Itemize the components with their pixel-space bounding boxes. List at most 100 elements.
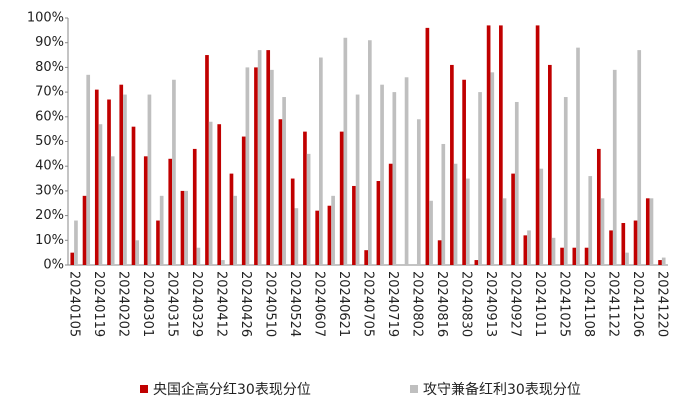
bar [474,260,479,265]
bar [478,92,482,265]
bar [159,195,164,265]
bar [355,94,360,265]
bar [633,220,638,265]
bar [217,124,222,266]
bar [315,210,320,265]
x-tick-label: 20240927 [507,271,522,337]
bar [131,126,136,266]
bar [82,195,87,265]
bar [110,156,115,265]
bar [450,64,454,266]
bar [551,237,556,265]
bar [168,158,173,265]
bar [135,240,140,265]
bar [303,131,307,265]
bar [205,55,209,265]
x-tick-label: 20241025 [556,271,571,337]
bar [257,50,262,265]
bar [123,94,127,265]
x-tick-label: 20240913 [483,271,498,337]
bar [172,79,176,265]
bar [196,247,201,265]
x-tick-label: 20240412 [214,271,229,337]
bar [535,25,540,265]
bar [609,230,613,265]
bar [588,176,593,265]
bar [388,163,393,265]
x-tick-label: 20240705 [361,271,376,337]
x-tick-label: 20240802 [409,271,424,337]
bar [563,97,568,265]
x-tick-label: 20241108 [581,271,596,337]
bar [404,77,409,265]
bar [184,190,188,265]
bar [548,64,552,266]
x-tick-label: 20240607 [312,271,327,337]
y-tick-label: 70% [35,85,64,100]
bar [86,74,91,265]
bar [294,208,299,265]
bar [245,67,250,266]
bar [502,198,507,265]
y-tick-label: 100% [27,11,64,26]
bar [306,153,311,265]
bar [229,173,234,265]
bar [539,168,544,265]
bar [465,178,470,265]
bar [621,223,626,265]
bar [266,50,271,265]
legend-label: 攻守兼备红利30表现分位 [423,381,581,398]
bar [327,205,332,265]
bar [376,181,381,265]
bar [514,101,519,265]
x-tick-label: 20240816 [434,271,449,337]
bar [192,148,197,265]
bar [576,47,580,265]
bar [339,131,344,265]
bar [429,200,433,265]
y-tick-label: 60% [35,109,64,124]
x-tick-label: 20240621 [336,271,351,337]
bar [254,67,258,266]
bar [70,252,75,265]
bar [143,156,148,265]
bar [180,190,185,265]
x-tick-label: 20240426 [238,271,253,337]
legend-swatch [410,385,418,393]
bar [319,57,323,265]
y-tick-label: 30% [35,183,64,198]
bar [560,247,564,265]
bar [380,84,384,265]
bar [637,50,642,265]
bar [331,195,335,265]
bar [208,121,213,266]
x-tick-label: 20240329 [189,271,204,337]
bar [241,136,246,265]
y-tick-label: 50% [35,134,64,149]
x-tick-label: 20240105 [67,271,82,337]
bar [282,97,286,265]
bar [425,27,430,265]
bar [147,94,152,265]
bar [511,173,515,265]
bar [441,143,446,265]
bar [645,198,650,265]
x-tick-label: 20240119 [91,271,106,337]
y-tick-label: 80% [35,60,64,75]
bar [233,195,237,265]
bar [368,40,372,266]
bar [364,250,368,265]
bar [270,69,274,266]
bar [119,84,124,265]
y-tick-label: 40% [35,159,64,174]
legend-swatch [140,385,148,393]
legend-label: 央国企高分红30表现分位 [153,381,311,398]
x-tick-label: 20241122 [605,271,620,337]
x-tick-label: 20241011 [532,271,547,337]
y-tick-label: 90% [35,35,64,50]
legend: 央国企高分红30表现分位 攻守兼备红利30表现分位 [140,381,581,398]
bar [661,257,666,265]
x-tick-label: 20241220 [654,271,669,337]
bar [74,220,78,265]
